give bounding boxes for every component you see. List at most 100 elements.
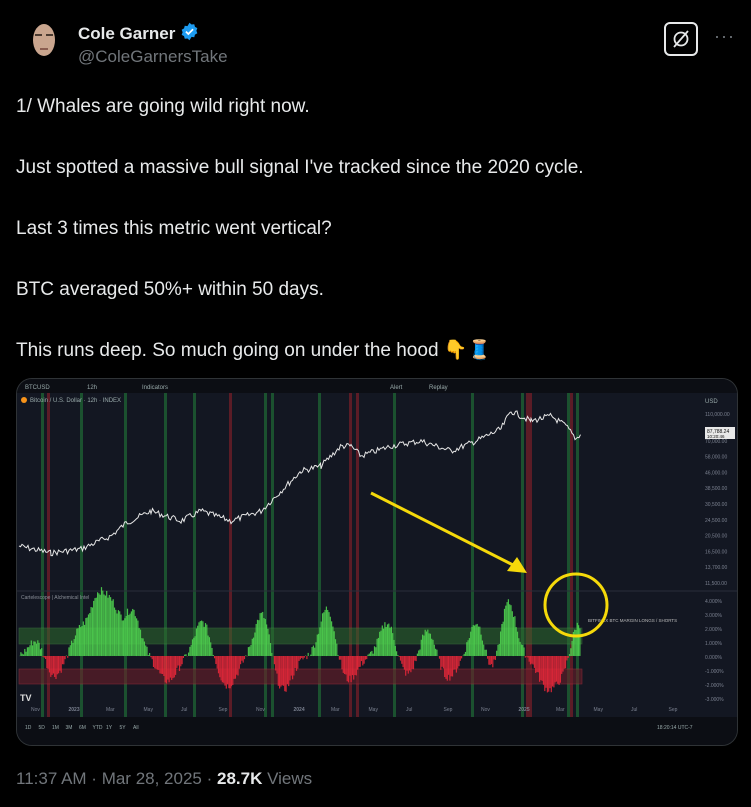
histogram-bar-positive — [372, 653, 374, 656]
histogram-bar-negative — [279, 656, 281, 689]
tweet-media-chart-image[interactable]: BTCUSD 12h Indicators Alert Replay Bitco… — [16, 378, 738, 746]
histogram-bar-positive — [320, 621, 322, 657]
author-name-row[interactable]: Cole Garner — [78, 22, 199, 46]
histogram-bar-negative — [358, 656, 360, 668]
avatar[interactable] — [20, 16, 68, 64]
histogram-bar-positive — [112, 599, 114, 657]
tweet-date[interactable]: Mar 28, 2025 — [101, 769, 202, 788]
histogram-bar-negative — [156, 656, 158, 670]
toolbar-alert: Alert — [390, 385, 403, 391]
histogram-bar-negative — [295, 656, 298, 671]
histogram-bar-negative — [542, 656, 545, 685]
histogram-bar-positive — [69, 645, 71, 656]
histogram-bar-negative — [409, 656, 411, 671]
histogram-bar-negative — [51, 656, 53, 675]
verified-badge-icon[interactable] — [180, 22, 199, 46]
more-options-icon[interactable]: ··· — [714, 26, 735, 46]
histogram-bar-positive — [254, 632, 256, 657]
histogram-bar-positive — [71, 640, 73, 656]
histogram-bar-positive — [423, 635, 425, 657]
histogram-bar-positive — [247, 647, 249, 657]
time-axis-label: 2024 — [294, 707, 305, 713]
histogram-bar-positive — [468, 638, 470, 656]
histogram-bar-negative — [357, 656, 359, 670]
histogram-bar-negative — [346, 656, 348, 682]
histogram-bar-negative — [445, 656, 447, 679]
histogram-bar-positive — [432, 639, 434, 657]
histogram-bar-positive — [386, 624, 389, 656]
histogram-bar-positive — [197, 625, 199, 657]
author-name[interactable]: Cole Garner — [78, 24, 176, 43]
histogram-bar-positive — [256, 619, 259, 656]
histogram-bar-negative — [488, 656, 490, 665]
histogram-bar-negative — [303, 656, 305, 658]
histogram-bar-negative — [566, 656, 568, 661]
histogram-bar-positive — [255, 623, 257, 656]
histogram-bar-positive — [125, 615, 127, 656]
histogram-bar-negative — [533, 656, 535, 668]
range-button: 1D — [25, 725, 32, 731]
histogram-bar-positive — [138, 628, 140, 657]
histogram-bar-positive — [516, 631, 519, 656]
histogram-bar-positive — [119, 611, 121, 657]
histogram-bar-positive — [370, 651, 372, 657]
currency-label: USD — [705, 399, 718, 405]
histogram-bar-positive — [574, 629, 576, 657]
histogram-bar-positive — [503, 608, 506, 657]
histogram-bar-negative — [42, 656, 44, 657]
histogram-bar-positive — [260, 612, 262, 656]
histogram-bar-negative — [228, 656, 230, 689]
histogram-bar-negative — [298, 656, 300, 661]
histogram-bar-positive — [269, 642, 272, 656]
price-axis-label: 38,500.00 — [705, 486, 727, 492]
histogram-bar-positive — [147, 654, 149, 656]
histogram-bar-positive — [271, 652, 273, 657]
sell-signal-band — [47, 393, 50, 717]
histogram-bar-positive — [126, 608, 129, 656]
histogram-bar-positive — [32, 645, 34, 656]
author-handle[interactable]: @ColeGarnersTake — [78, 47, 228, 66]
buy-signal-band — [318, 393, 321, 717]
histogram-bar-negative — [398, 656, 400, 657]
buy-signal-band — [393, 393, 396, 717]
histogram-bar-negative — [493, 656, 495, 660]
toolbar-interval: 12h — [87, 385, 97, 391]
histogram-bar-positive — [97, 592, 99, 656]
histogram-bar-negative — [562, 656, 564, 672]
histogram-bar-positive — [307, 652, 309, 656]
histogram-bar-negative — [234, 656, 236, 679]
buy-signal-band — [471, 393, 474, 717]
histogram-bar-negative — [150, 656, 152, 658]
range-button: 3M — [66, 725, 73, 731]
histogram-bar-positive — [245, 655, 247, 657]
tweet-time[interactable]: 11:37 AM — [16, 769, 87, 788]
histogram-bar-positive — [189, 646, 191, 657]
histogram-bar-negative — [554, 656, 556, 683]
sell-signal-band — [529, 393, 532, 717]
views-count: 28.7K — [216, 769, 263, 788]
histogram-bar-negative — [277, 656, 279, 686]
histogram-bar-negative — [450, 656, 452, 677]
histogram-bar-positive — [428, 633, 430, 657]
histogram-bar-positive — [479, 626, 481, 656]
chart-title: Bitcoin / U.S. Dollar · 12h · INDEX — [30, 398, 121, 404]
indicator-axis-label: 1.000% — [705, 641, 723, 647]
histogram-bar-negative — [364, 656, 366, 660]
histogram-bar-positive — [184, 654, 186, 657]
grok-button[interactable] — [664, 22, 698, 56]
histogram-bar-positive — [371, 650, 373, 657]
histogram-bar-negative — [227, 656, 229, 685]
annotation-circle — [543, 572, 609, 638]
histogram-bar-positive — [73, 639, 75, 656]
histogram-bar-positive — [510, 605, 512, 656]
histogram-bar-negative — [238, 656, 240, 669]
histogram-bar-negative — [362, 656, 364, 666]
histogram-bar-positive — [433, 644, 435, 656]
histogram-bar-positive — [579, 628, 581, 656]
histogram-bar-negative — [402, 656, 404, 668]
indicator-axis-label: -2.000% — [705, 683, 724, 689]
histogram-bar-negative — [414, 656, 416, 661]
histogram-bar-positive — [427, 629, 429, 656]
histogram-bar-positive — [25, 651, 27, 656]
histogram-bar-positive — [100, 587, 103, 657]
